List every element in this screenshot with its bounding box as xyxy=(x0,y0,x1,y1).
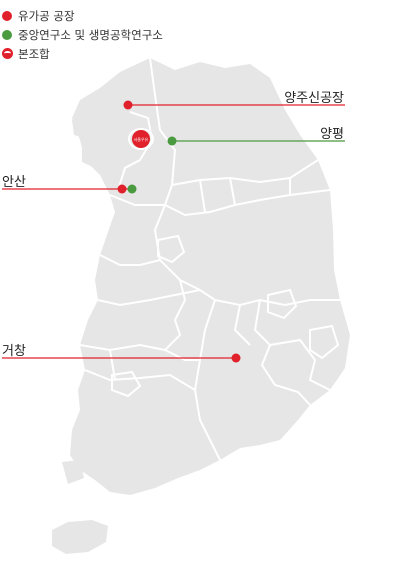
hq-marker-text: 서울우유 xyxy=(134,136,149,142)
yangpyeong-research-dot xyxy=(167,136,177,146)
ansan-research-dot xyxy=(127,184,137,194)
mainland-korea xyxy=(70,58,350,495)
geochang-factory-dot xyxy=(231,353,241,363)
label-yangpyeong: 양평 xyxy=(320,127,344,142)
hq-logo-icon xyxy=(2,48,13,59)
island-southwest xyxy=(62,460,84,484)
city-outlines xyxy=(111,128,340,398)
province-borders xyxy=(79,57,340,461)
yangju-factory-dot xyxy=(123,100,133,110)
research-dot-icon xyxy=(2,29,12,40)
legend-hq-label: 본조합 xyxy=(18,46,50,61)
legend-research: 중앙연구소 및 생명공학연구소 xyxy=(2,25,163,44)
label-ansan: 안산 xyxy=(2,175,26,190)
island-ganghwa xyxy=(72,115,98,140)
site-yangju[interactable] xyxy=(123,100,346,110)
map-legend: 유가공 공장 중앙연구소 및 생명공학연구소 본조합 xyxy=(2,6,163,63)
hq-marker[interactable]: 서울우유 xyxy=(132,130,150,148)
site-yangpyeong[interactable] xyxy=(167,136,346,146)
ansan-factory-dot xyxy=(117,184,127,194)
label-yangju: 양주신공장 xyxy=(284,91,344,106)
legend-research-label: 중앙연구소 및 생명공학연구소 xyxy=(18,27,163,42)
island-west xyxy=(82,146,106,168)
factory-dot-icon xyxy=(2,10,12,21)
site-ansan[interactable] xyxy=(2,184,137,194)
island-jeju xyxy=(52,520,108,554)
legend-factory: 유가공 공장 xyxy=(2,6,163,25)
site-geochang[interactable] xyxy=(2,353,241,363)
legend-factory-label: 유가공 공장 xyxy=(18,8,75,23)
label-geochang: 거창 xyxy=(2,344,26,359)
legend-hq: 본조합 xyxy=(2,44,163,63)
